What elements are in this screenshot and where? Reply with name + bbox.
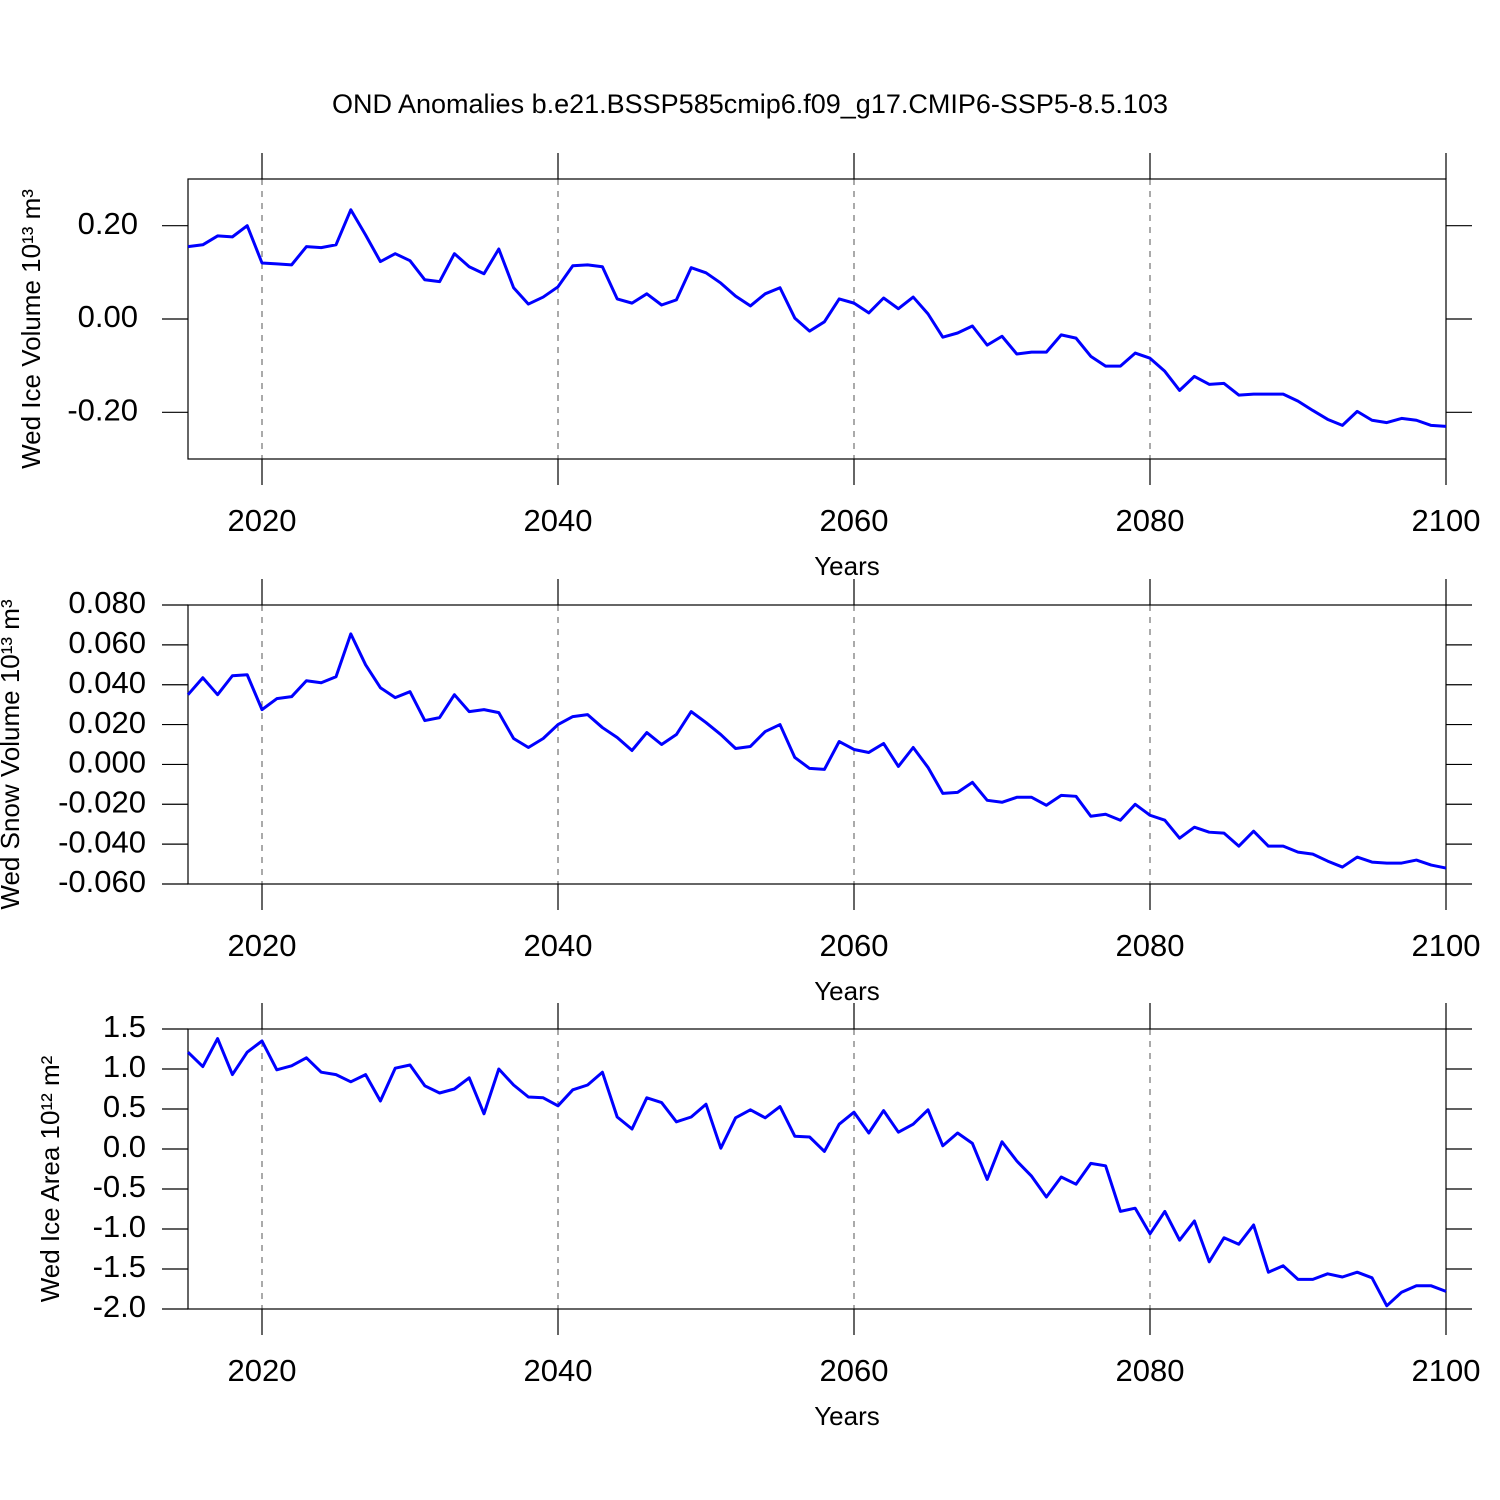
plot-frame xyxy=(187,1028,1447,1310)
y-tick-label: -0.060 xyxy=(58,864,146,899)
panel: 2020 2040 2060 2080 2100 -0.20 0.00 0.20 Years We… xyxy=(16,153,1481,581)
y-tick-label: 1.0 xyxy=(103,1049,146,1084)
x-tick-label: 2020 xyxy=(228,928,297,963)
x-axis-title: Years xyxy=(814,1401,880,1431)
y-tick-label: -0.5 xyxy=(93,1169,146,1204)
x-axis-title: Years xyxy=(814,551,880,581)
y-tick-label: 0.080 xyxy=(68,585,146,620)
y-tick-label: -0.20 xyxy=(67,393,138,428)
x-tick-label: 2080 xyxy=(1116,928,1185,963)
x-tick-label: 2100 xyxy=(1412,928,1481,963)
x-tick-label: 2060 xyxy=(820,1353,889,1388)
y-tick-label: 0.040 xyxy=(68,665,146,700)
y-tick-label: 0.20 xyxy=(78,206,138,241)
y-tick-label: -1.0 xyxy=(93,1209,146,1244)
x-tick-label: 2080 xyxy=(1116,1353,1185,1388)
y-tick-label: 0.020 xyxy=(68,705,146,740)
y-axis-title: Wed Ice Area 10¹² m² xyxy=(35,1055,65,1302)
x-axis-title: Years xyxy=(814,976,880,1006)
y-axis-title: Wed Ice Volume 10¹³ m³ xyxy=(16,189,46,469)
y-tick-label: -1.5 xyxy=(93,1249,146,1284)
panel: 2020 2040 2060 2080 2100 -2.0 -1.5 -1.0 -0.5 0.0 0… xyxy=(35,1003,1481,1431)
y-tick-label: -0.040 xyxy=(58,824,146,859)
y-tick-label: 0.00 xyxy=(78,299,138,334)
y-tick-label: 0.0 xyxy=(103,1129,146,1164)
y-tick-label: 1.5 xyxy=(103,1009,146,1044)
x-tick-label: 2080 xyxy=(1116,503,1185,538)
data-line xyxy=(186,1037,1447,1308)
data-line xyxy=(187,208,1447,428)
x-tick-label: 2100 xyxy=(1412,1353,1481,1388)
x-tick-label: 2040 xyxy=(524,928,593,963)
x-tick-label: 2060 xyxy=(820,503,889,538)
y-tick-label: -2.0 xyxy=(93,1289,146,1324)
plot-frame xyxy=(187,178,1447,460)
x-tick-label: 2040 xyxy=(524,503,593,538)
y-tick-label: 0.000 xyxy=(68,745,146,780)
y-tick-label: 0.5 xyxy=(103,1089,146,1124)
data-line xyxy=(186,632,1447,870)
x-tick-label: 2040 xyxy=(524,1353,593,1388)
x-tick-label: 2020 xyxy=(228,503,297,538)
x-tick-label: 2100 xyxy=(1412,503,1481,538)
x-tick-label: 2020 xyxy=(228,1353,297,1388)
panel: 2020 2040 2060 2080 2100 -0.060 -0.040 -0.020 0.… xyxy=(0,579,1480,1006)
x-tick-label: 2060 xyxy=(820,928,889,963)
y-tick-label: 0.060 xyxy=(68,625,146,660)
y-tick-label: -0.020 xyxy=(58,784,146,819)
plot-frame xyxy=(187,604,1447,885)
y-axis-title: Wed Snow Volume 10¹³ m³ xyxy=(0,599,25,910)
figure-title: OND Anomalies b.e21.BSSP585cmip6.f09_g17… xyxy=(332,89,1168,119)
